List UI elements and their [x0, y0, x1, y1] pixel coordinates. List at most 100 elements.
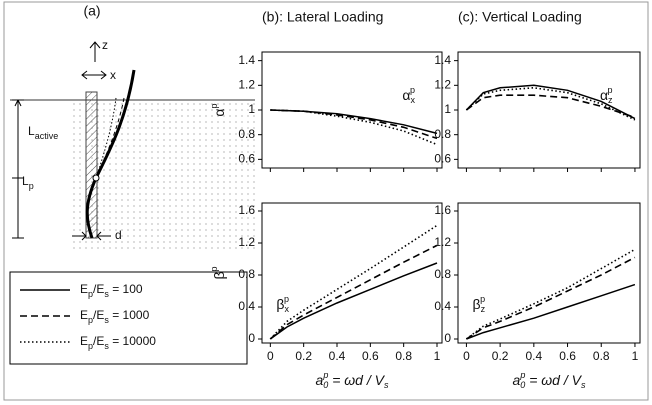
text-part: s: [104, 341, 109, 351]
soil: [70, 100, 255, 250]
data-line: [270, 109, 438, 146]
curve-label: βzp: [473, 295, 486, 315]
text-part: = 100: [109, 282, 143, 296]
data-line: [269, 262, 438, 340]
plot-frame: [261, 202, 443, 344]
text-part: p: [29, 181, 34, 191]
text-part: p: [88, 315, 93, 325]
text-part: s: [384, 380, 389, 390]
figure-border: [3, 1, 649, 401]
y-tick-label: 1.4: [434, 53, 451, 67]
deformed-pile: [95, 97, 125, 179]
deformed-pile: [95, 97, 117, 179]
dimension-label: Lp: [22, 174, 34, 191]
legend: [9, 271, 248, 365]
data-line: [465, 248, 636, 340]
text-part: s: [104, 289, 109, 299]
x-tick-label: 0.6: [362, 349, 379, 363]
text-part: p: [608, 85, 613, 95]
y-tick-label: 0.6: [434, 152, 451, 166]
y-tick-label: 1.2: [434, 235, 451, 249]
chart-title: (c): Vertical Loading: [458, 9, 582, 25]
text-part: = 10000: [109, 334, 156, 348]
text-part: p: [209, 266, 219, 271]
x-tick-label: 1: [632, 349, 639, 363]
y-tick-label: 1.6: [238, 203, 255, 217]
x-axis-label: a0p = ωd / Vs: [316, 370, 389, 390]
dimension-label: Lactive: [28, 124, 58, 141]
text-part: β: [276, 296, 284, 312]
text-part: β: [211, 271, 227, 279]
legend-label: Ep/Es = 100: [80, 282, 143, 299]
text-part: s: [104, 315, 109, 325]
text-part: a: [316, 372, 324, 388]
y-tick-label: 1.2: [434, 77, 451, 91]
data-line: [466, 283, 636, 340]
text-part: active: [35, 131, 59, 141]
data-line: [465, 84, 636, 120]
panel-label: (a): [83, 3, 100, 19]
y-tick-label: 0.8: [238, 127, 255, 141]
text-part: β: [473, 296, 481, 312]
text-part: 0: [323, 380, 328, 390]
data-line: [269, 224, 438, 340]
text-part: p: [88, 289, 93, 299]
plot-frame: [457, 202, 641, 344]
text-part: 0: [520, 380, 525, 390]
text-part: p: [519, 370, 525, 380]
x-tick-label: 0: [463, 349, 470, 363]
x-tick-label: 0.6: [559, 349, 576, 363]
y-tick-label: 0: [444, 331, 451, 345]
text-part: /E: [93, 308, 104, 322]
data-line: [465, 94, 636, 119]
text-part: z: [608, 95, 613, 105]
text-part: p: [88, 341, 93, 351]
dimension: [12, 99, 24, 239]
legend-label: Ep/Es = 10000: [80, 334, 156, 351]
x-tick-label: 0.4: [525, 349, 542, 363]
y-tick-label: 0.8: [434, 267, 451, 281]
x-axis-label: a0p = ωd / Vs: [513, 370, 586, 390]
text-part: = 1000: [109, 308, 150, 322]
text-part: p: [322, 370, 328, 380]
text-part: a: [513, 372, 521, 388]
y-tick-label: 0.4: [434, 299, 451, 313]
text-part: E: [80, 334, 88, 348]
y-tick-label: 0.6: [238, 152, 255, 166]
y-tick-label: 1: [444, 102, 451, 116]
data-line: [270, 109, 438, 140]
text-part: p: [209, 103, 219, 108]
diameter-arrow: [72, 231, 111, 241]
x-arrow: [81, 70, 107, 80]
y-tick-label: 1.6: [434, 203, 451, 217]
curve-label: αxp: [402, 85, 415, 105]
y-axis-label: αp: [209, 103, 226, 116]
axis-label: z: [102, 38, 108, 52]
text-part: α: [211, 108, 227, 116]
text-part: L: [22, 174, 29, 188]
y-axis-label: βp: [209, 266, 226, 279]
chart-title: (b): Lateral Loading: [262, 9, 383, 25]
x-tick-label: 0.8: [395, 349, 412, 363]
curve-label: αzp: [600, 85, 613, 105]
text-part: /E: [93, 282, 104, 296]
text-part: E: [80, 282, 88, 296]
x-tick-label: 1: [434, 349, 441, 363]
legend-label: Ep/Es = 1000: [80, 308, 150, 325]
text-part: z: [481, 305, 486, 315]
y-tick-label: 1.2: [238, 235, 255, 249]
text-part: L: [28, 124, 35, 138]
x-tick-label: 0.8: [593, 349, 610, 363]
curve-label: βxp: [276, 295, 289, 315]
text-part: x: [284, 305, 289, 315]
text-part: p: [480, 295, 485, 305]
data-line: [269, 244, 438, 340]
text-part: E: [80, 308, 88, 322]
text-part: p: [284, 295, 289, 305]
text-part: /E: [93, 334, 104, 348]
text-part: = ωd / V: [328, 372, 385, 388]
x-tick-label: 0.2: [295, 349, 312, 363]
